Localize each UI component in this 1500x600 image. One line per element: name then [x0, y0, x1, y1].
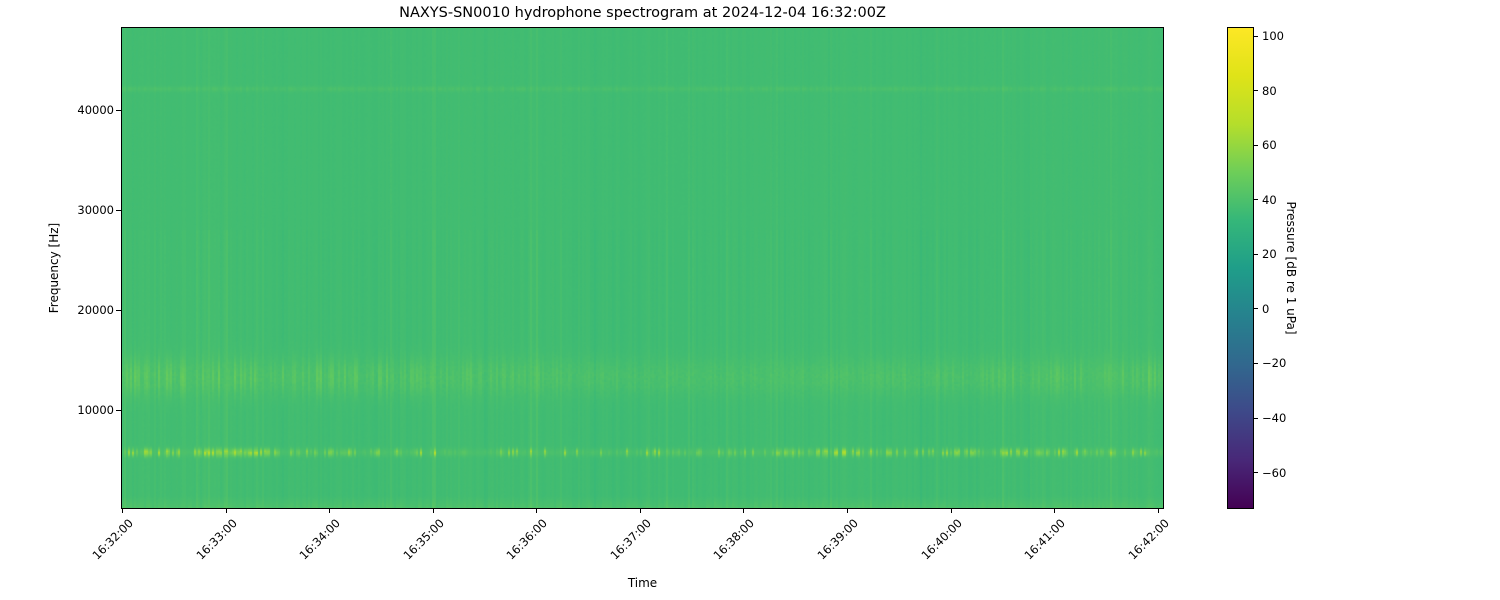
colorbar-tick-label: 100 — [1262, 29, 1284, 44]
x-tick-mark — [536, 509, 538, 513]
x-tick-mark — [639, 509, 641, 513]
x-tick-mark — [225, 509, 227, 513]
y-tick-label: 40000 — [77, 103, 114, 117]
colorbar-tick-label: 20 — [1262, 247, 1277, 262]
x-tick-mark — [1157, 509, 1159, 513]
x-tick-label: 16:41:00 — [1021, 516, 1069, 563]
y-tick-mark — [116, 109, 121, 111]
colorbar-tick-mark — [1254, 253, 1258, 255]
colorbar-tick-mark — [1254, 199, 1258, 201]
colorbar-tick-mark — [1254, 472, 1258, 474]
x-tick-mark — [432, 509, 434, 513]
colorbar-tick-label: −20 — [1262, 356, 1287, 371]
x-tick-mark — [950, 509, 952, 513]
colorbar-tick-label: 40 — [1262, 192, 1277, 207]
x-tick-label: 16:38:00 — [710, 516, 758, 563]
colorbar-tick-mark — [1254, 90, 1258, 92]
colorbar-tick-label: 60 — [1262, 138, 1277, 153]
colorbar-tick-mark — [1254, 35, 1258, 37]
spectrogram-image — [122, 28, 1163, 508]
colorbar-tick-mark — [1254, 362, 1258, 364]
colorbar-label: Pressure [dB re 1 uPa] — [1284, 201, 1298, 335]
colorbar-tick-mark — [1254, 308, 1258, 310]
x-tick-label: 16:39:00 — [814, 516, 861, 563]
colorbar-tick-label: 0 — [1262, 301, 1270, 316]
y-tick-label: 20000 — [77, 303, 114, 317]
colorbar-tick-mark — [1254, 417, 1258, 419]
x-tick-mark — [329, 509, 331, 513]
plot-area — [121, 27, 1164, 509]
x-tick-label: 16:35:00 — [400, 516, 447, 563]
x-tick-mark — [743, 509, 745, 513]
y-axis-label: Frequency [Hz] — [47, 222, 61, 314]
chart-title: NAXYS-SN0010 hydrophone spectrogram at 2… — [399, 5, 886, 21]
x-tick-label: 16:42:00 — [1125, 516, 1172, 563]
x-tick-label: 16:37:00 — [607, 516, 654, 563]
x-tick-mark — [1054, 509, 1056, 513]
y-tick-label: 30000 — [77, 203, 114, 217]
x-tick-label: 16:36:00 — [503, 516, 551, 563]
x-tick-label: 16:32:00 — [89, 516, 136, 563]
colorbar-tick-mark — [1254, 144, 1258, 146]
colorbar-tick-label: −60 — [1262, 465, 1287, 480]
colorbar-tick-label: −40 — [1262, 411, 1287, 425]
x-tick-mark — [122, 509, 123, 513]
y-tick-label: 10000 — [77, 403, 114, 417]
y-tick-mark — [116, 309, 121, 311]
x-axis-label: Time — [627, 576, 658, 590]
x-tick-label: 16:34:00 — [296, 516, 344, 563]
colorbar-gradient — [1228, 28, 1253, 508]
y-tick-mark — [116, 209, 121, 211]
x-tick-label: 16:33:00 — [193, 516, 240, 563]
colorbar — [1227, 27, 1254, 509]
x-tick-mark — [847, 509, 849, 513]
x-tick-label: 16:40:00 — [918, 516, 965, 563]
y-tick-mark — [116, 409, 121, 411]
colorbar-tick-label: 80 — [1262, 83, 1277, 98]
